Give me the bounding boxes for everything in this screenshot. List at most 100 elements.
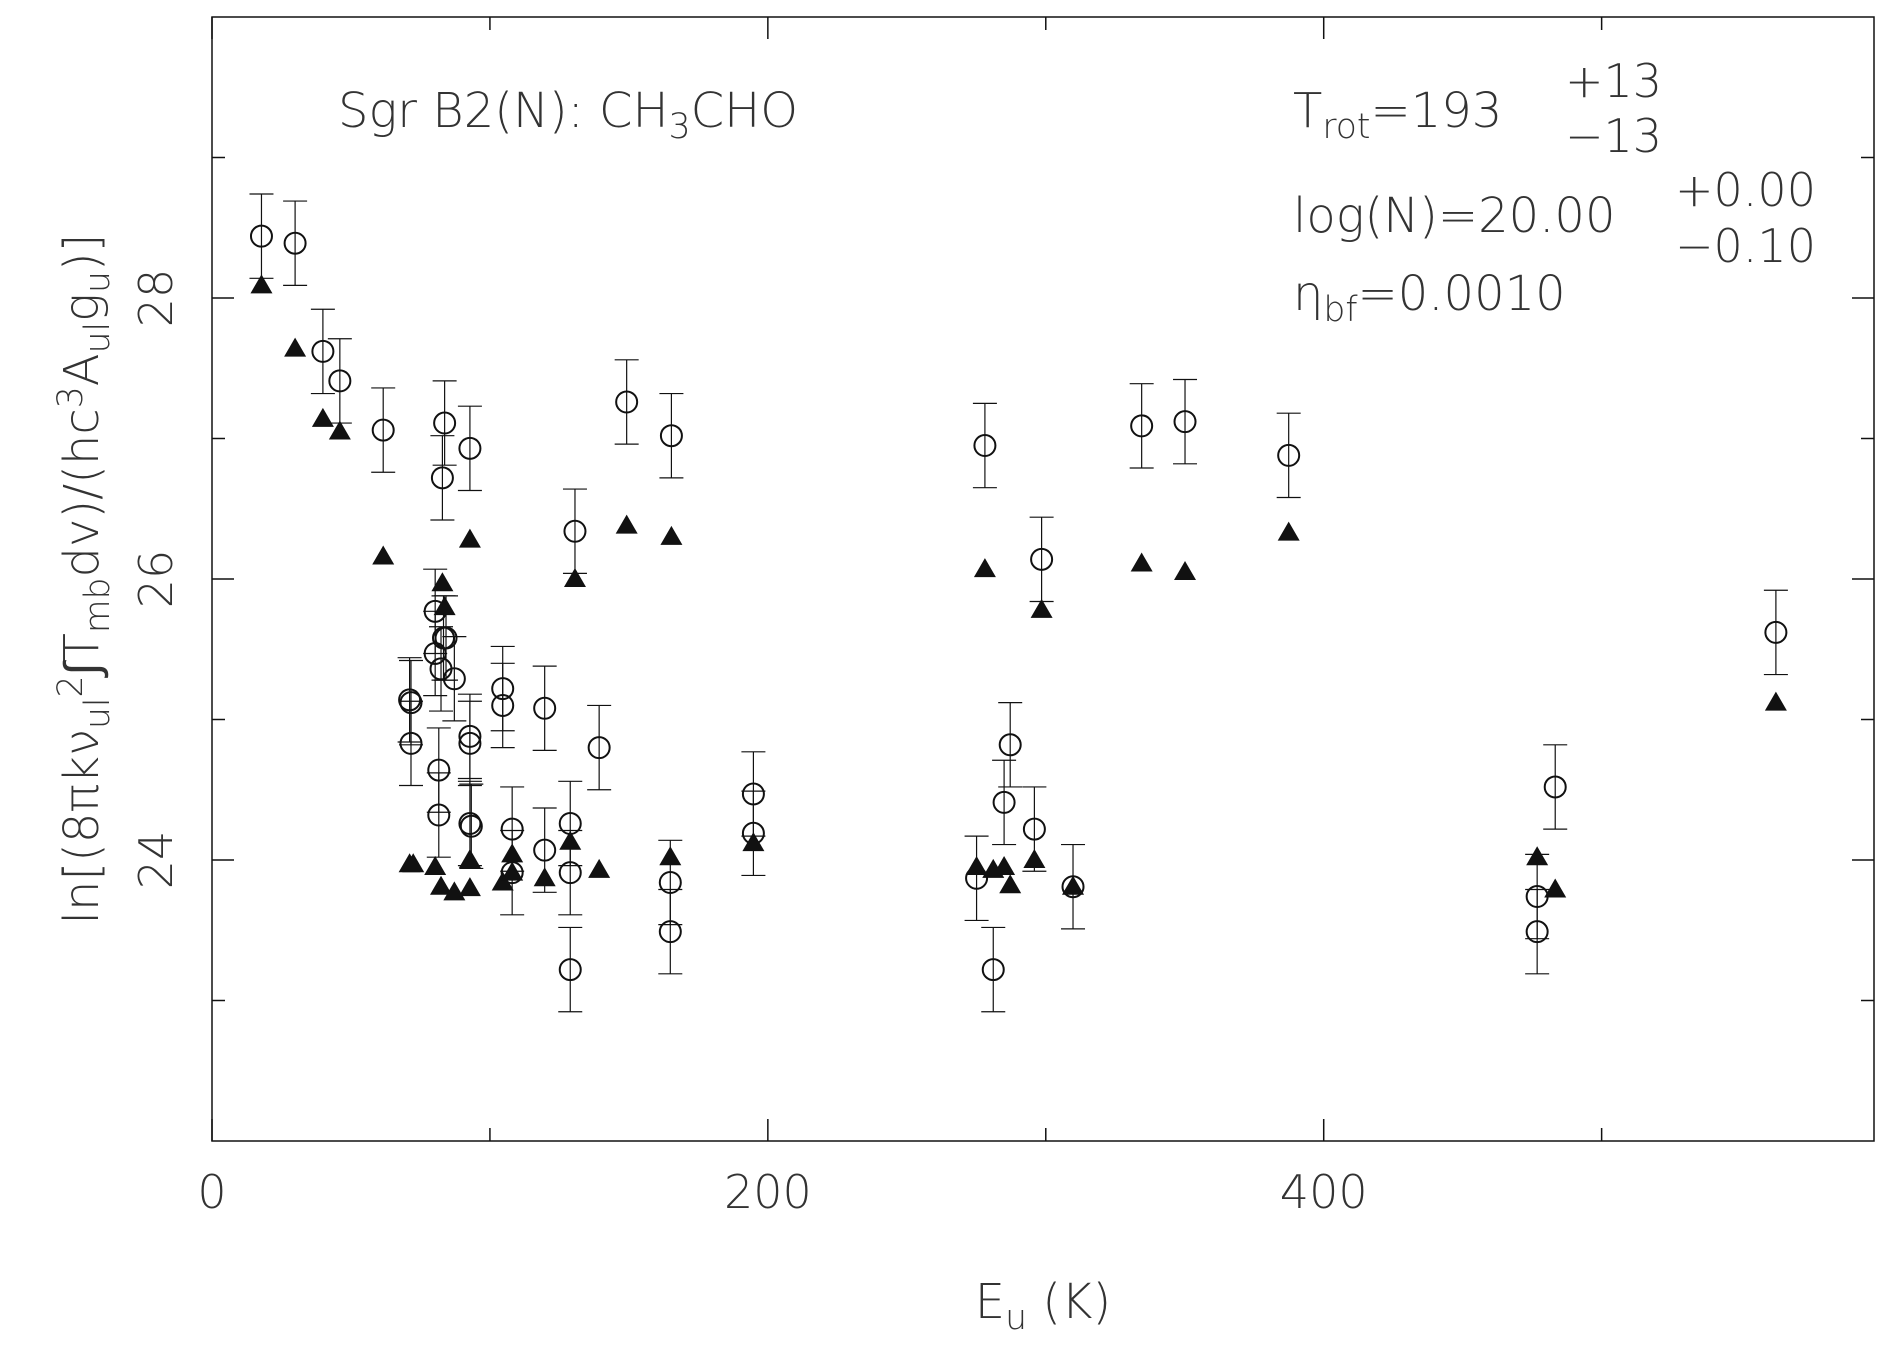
data-point (430, 466, 454, 490)
text-part: rot (1322, 107, 1370, 147)
data-point (658, 920, 682, 944)
data-point (563, 568, 586, 587)
data-point (433, 596, 456, 616)
data-point (1277, 443, 1301, 467)
text-part: mb (78, 578, 118, 634)
text-part: 2 (51, 676, 91, 698)
annotation: Trot=193 (1293, 83, 1502, 147)
data-point (491, 871, 514, 891)
data-point (1764, 620, 1788, 644)
text-part: (K) (1027, 1274, 1111, 1330)
data-point (659, 846, 682, 866)
data-point (973, 434, 997, 458)
data-point (427, 803, 451, 827)
text-part: =0.0010 (1358, 266, 1566, 322)
data-point (371, 418, 395, 442)
text-part: ln[(8πkν (54, 729, 110, 924)
data-point (458, 877, 481, 897)
data-point (1130, 414, 1154, 438)
data-point (558, 861, 582, 885)
data-point (284, 337, 307, 357)
data-point (1030, 598, 1053, 618)
data-point (742, 832, 765, 852)
data-point (431, 572, 454, 592)
text-part: Sgr B2(N): CH (338, 83, 669, 139)
data-point (458, 528, 481, 548)
data-point (458, 731, 482, 755)
text-part: 3 (51, 386, 91, 408)
x-axis-label: Eu (K) (975, 1274, 1111, 1338)
data-point (965, 856, 988, 876)
data-point (1764, 691, 1787, 711)
data-point (1543, 775, 1567, 799)
text-part: u (1005, 1298, 1027, 1338)
data-point (993, 856, 1016, 876)
data-point (981, 958, 1005, 982)
data-point (533, 867, 556, 887)
text-part: ul (78, 698, 118, 730)
data-point (588, 858, 611, 878)
data-point (615, 390, 639, 414)
annotation-minus: −0.10 (1675, 219, 1816, 273)
plot-frame (211, 16, 1875, 1142)
data-point (491, 693, 515, 717)
text-part: bf (1323, 290, 1358, 330)
text-part: A (54, 353, 110, 386)
data-point (424, 856, 447, 876)
text-part: u (78, 271, 118, 293)
data-point (973, 558, 996, 578)
data-point (1277, 521, 1300, 541)
data-point (311, 407, 334, 427)
annotation-plus: +13 (1565, 54, 1662, 108)
data-point (1130, 552, 1153, 572)
y-tick-label: 28 (129, 269, 183, 328)
data-point (659, 424, 683, 448)
data-point (433, 411, 457, 435)
data-point (533, 696, 557, 720)
data-point (283, 231, 307, 255)
y-tick-label: 24 (129, 831, 183, 890)
data-point (1062, 875, 1085, 895)
data-point (399, 731, 423, 755)
data-point (587, 736, 611, 760)
data-point (533, 838, 557, 862)
data-point (442, 667, 466, 691)
text-part: η (1293, 266, 1323, 322)
data-point (1022, 817, 1046, 841)
x-tick-label: 0 (197, 1165, 226, 1219)
data-point (501, 861, 524, 881)
text-part: g (54, 293, 110, 322)
text-part: ul (78, 322, 118, 354)
text-part: CHO (691, 83, 798, 139)
data-point (558, 958, 582, 982)
data-point (328, 369, 352, 393)
data-point (615, 514, 638, 534)
data-point (999, 874, 1022, 894)
text-part: dv)/(hc (54, 408, 110, 577)
data-point (1525, 920, 1549, 944)
data-point (998, 733, 1022, 757)
data-point (1544, 878, 1567, 898)
annotation: Sgr B2(N): CH3CHO (338, 83, 798, 147)
text-part: 3 (669, 107, 691, 147)
data-point (372, 545, 395, 565)
annotation-plus: +0.00 (1675, 163, 1816, 217)
data-point (250, 274, 273, 294)
y-axis-label: ln[(8πkνul2∫Tmbdv)/(hc3Aulgu)] (51, 234, 117, 925)
data-point (501, 843, 524, 863)
x-tick-label: 400 (1280, 1165, 1368, 1219)
text-part: ∫T (54, 633, 110, 678)
data-point (459, 814, 483, 838)
data-point (1174, 560, 1197, 580)
data-point (328, 420, 351, 440)
x-tick-label: 200 (724, 1165, 812, 1219)
y-tick-label: 26 (129, 550, 183, 609)
text-part: =193 (1370, 83, 1502, 139)
data-point (458, 849, 481, 868)
data-point (249, 224, 273, 248)
text-part: E (975, 1274, 1005, 1330)
data-point (563, 519, 587, 543)
data-point (1526, 846, 1549, 866)
data-point (1023, 849, 1046, 868)
